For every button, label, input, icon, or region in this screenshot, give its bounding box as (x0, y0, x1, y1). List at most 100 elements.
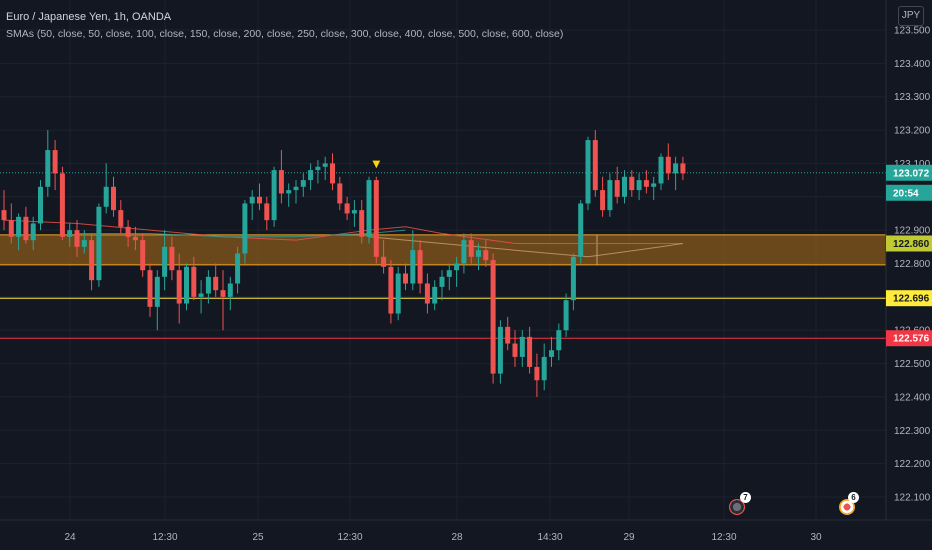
candle[interactable] (658, 156, 664, 184)
candle[interactable] (622, 176, 627, 197)
candle[interactable] (257, 196, 262, 204)
candle[interactable] (643, 180, 649, 187)
candle[interactable] (111, 186, 116, 211)
candle[interactable] (563, 300, 569, 331)
candle[interactable] (541, 356, 547, 381)
candle[interactable] (673, 163, 679, 174)
candle[interactable] (286, 190, 292, 194)
candle[interactable] (432, 286, 438, 304)
candle[interactable] (16, 216, 22, 237)
candle[interactable] (74, 230, 80, 247)
candle[interactable] (614, 180, 620, 197)
candle[interactable] (147, 270, 153, 307)
candle[interactable] (81, 240, 87, 247)
candle[interactable] (410, 250, 416, 284)
candle[interactable] (118, 210, 124, 227)
candle[interactable] (490, 260, 496, 374)
candle[interactable] (519, 336, 525, 357)
candle[interactable] (585, 140, 591, 204)
candle[interactable] (505, 326, 511, 344)
price-axis[interactable] (886, 0, 932, 550)
candle[interactable] (198, 293, 204, 297)
candle[interactable] (154, 276, 160, 307)
candle[interactable] (417, 250, 423, 284)
candle[interactable] (162, 246, 168, 277)
candle[interactable] (527, 336, 533, 367)
candle[interactable] (344, 203, 350, 214)
candle[interactable] (373, 180, 379, 257)
candle[interactable] (249, 196, 255, 204)
candle[interactable] (403, 273, 408, 284)
candle[interactable] (446, 270, 452, 277)
candle[interactable] (607, 180, 613, 211)
candle[interactable] (468, 240, 474, 257)
candle[interactable] (308, 170, 314, 181)
candle[interactable] (125, 226, 131, 237)
candle[interactable] (59, 173, 65, 237)
candle[interactable] (45, 150, 51, 187)
candle[interactable] (1, 210, 7, 221)
candle[interactable] (278, 170, 284, 194)
candle[interactable] (315, 166, 321, 171)
candle[interactable] (191, 266, 197, 297)
candle[interactable] (570, 256, 576, 301)
candle[interactable] (30, 223, 36, 241)
candle[interactable] (67, 230, 73, 237)
symbol-title[interactable]: Euro / Japanese Yen, 1h, OANDA (6, 11, 172, 23)
candle[interactable] (242, 203, 248, 254)
candle[interactable] (213, 276, 219, 291)
candle[interactable] (651, 183, 657, 187)
candle[interactable] (103, 186, 109, 207)
candle[interactable] (337, 183, 343, 204)
candle[interactable] (629, 176, 635, 191)
candle[interactable] (534, 366, 540, 381)
dividend-event-icon[interactable] (839, 499, 855, 515)
candle[interactable] (359, 210, 365, 237)
candle[interactable] (476, 250, 481, 257)
candle[interactable] (132, 236, 138, 241)
candle[interactable] (322, 163, 328, 167)
earnings-event-icon[interactable] (729, 499, 745, 515)
candle[interactable] (227, 283, 233, 297)
currency-button[interactable]: JPY (898, 6, 924, 26)
sma-indicator-label[interactable]: SMAs (50, close, 50, close, 100, close, … (6, 28, 564, 40)
candle[interactable] (52, 150, 58, 174)
candle[interactable] (366, 180, 372, 237)
candle[interactable] (23, 216, 29, 241)
candle[interactable] (592, 140, 598, 191)
candle[interactable] (388, 266, 394, 314)
candle[interactable] (89, 240, 95, 281)
candle[interactable] (264, 203, 270, 221)
candle[interactable] (665, 156, 671, 174)
candle[interactable] (497, 326, 503, 374)
candle[interactable] (483, 250, 489, 261)
candle[interactable] (512, 343, 518, 357)
candle[interactable] (293, 186, 299, 191)
candle[interactable] (96, 206, 102, 281)
candle[interactable] (424, 283, 430, 304)
signal-marker[interactable]: ▼ (372, 159, 380, 170)
candle[interactable] (235, 253, 241, 284)
candle[interactable] (395, 273, 401, 314)
candle[interactable] (351, 210, 357, 214)
candle[interactable] (549, 350, 554, 357)
candle[interactable] (439, 276, 445, 287)
candle[interactable] (140, 240, 146, 271)
candle[interactable] (184, 266, 189, 304)
candle[interactable] (680, 163, 686, 174)
candle[interactable] (169, 246, 175, 271)
support-resistance-zone[interactable] (0, 234, 886, 265)
candle[interactable] (176, 270, 182, 304)
candle[interactable] (381, 256, 387, 267)
candle[interactable] (271, 170, 277, 221)
candle[interactable] (300, 180, 306, 187)
candle[interactable] (454, 263, 460, 271)
candle[interactable] (636, 180, 642, 191)
candle[interactable] (461, 240, 467, 264)
candle[interactable] (578, 203, 584, 257)
candle[interactable] (556, 330, 562, 351)
candle[interactable] (205, 276, 211, 294)
candle[interactable] (220, 290, 226, 297)
